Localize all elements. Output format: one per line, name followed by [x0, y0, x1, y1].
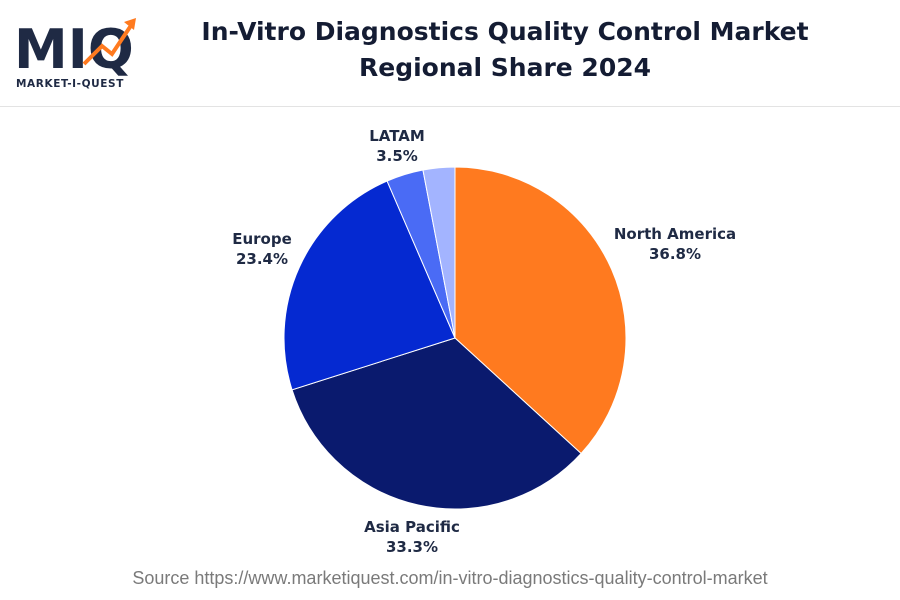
title-line-1: In-Vitro Diagnostics Quality Control Mar… — [201, 17, 809, 46]
logo-subtext: MARKET-I-QUEST — [16, 78, 124, 90]
slice-value-north-america: 36.8% — [649, 245, 701, 263]
pie-slice-europe — [283, 180, 456, 391]
logo-text: MIQ — [14, 18, 134, 76]
brand-logo: MIQ MARKET-I-QUEST — [14, 10, 144, 94]
slice-label-north-america: North America — [614, 225, 736, 243]
page-title: In-Vitro Diagnostics Quality Control Mar… — [150, 14, 860, 86]
slice-value-europe: 23.4% — [236, 250, 288, 268]
pie-slice-asia-pacific — [291, 337, 582, 510]
pie-slice-other — [422, 166, 456, 339]
header-divider — [0, 106, 900, 107]
slice-value-latam: 3.5% — [376, 147, 418, 165]
slice-label-europe: Europe — [232, 230, 292, 248]
logo-arrowhead-icon — [124, 18, 136, 30]
source-note: Source https://www.marketiquest.com/in-v… — [132, 568, 768, 588]
slice-value-asia-pacific: 33.3% — [386, 538, 438, 556]
logo-graphic: MIQ — [14, 18, 136, 76]
pie-slice-north-america — [454, 166, 627, 455]
slice-label-asia-pacific: Asia Pacific — [364, 518, 460, 536]
title-line-2: Regional Share 2024 — [358, 53, 652, 82]
logo-arrow-icon — [82, 22, 134, 66]
slice-label-latam: LATAM — [369, 127, 425, 145]
